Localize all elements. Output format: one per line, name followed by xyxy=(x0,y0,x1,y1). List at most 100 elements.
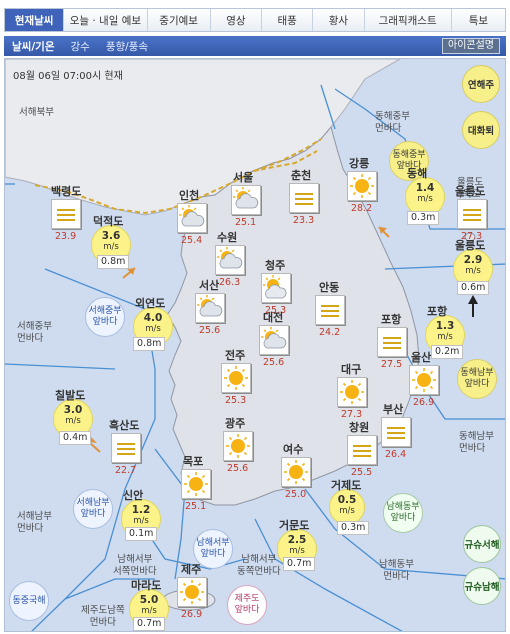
south-land xyxy=(166,125,420,506)
city-name: 춘천 xyxy=(291,169,312,182)
city-weather-icon[interactable] xyxy=(289,183,319,213)
marine-station-name: 신안 xyxy=(123,489,144,502)
city-weather-icon[interactable] xyxy=(315,295,345,325)
city-name: 목포 xyxy=(183,455,204,468)
wind-speed-unit: m/s xyxy=(145,324,161,334)
city-weather-icon[interactable] xyxy=(261,273,291,303)
city-weather-icon[interactable] xyxy=(347,171,377,201)
wave-height: 0.7m xyxy=(283,557,316,571)
wind-speed-value: 2.5 xyxy=(287,534,307,546)
ulleung-island xyxy=(464,232,476,242)
region-west-north: 서해북부 xyxy=(19,107,54,118)
city-weather-icon[interactable] xyxy=(281,457,311,487)
city-name: 전주 xyxy=(225,349,246,362)
city-temperature: 26.4 xyxy=(385,449,407,460)
city-weather-icon[interactable] xyxy=(377,327,407,357)
weather-symbol-icon xyxy=(117,443,135,455)
region-ulleung: 울릉도 /독도 xyxy=(457,177,484,200)
wind-speed-unit: m/s xyxy=(465,266,481,276)
city-weather-icon[interactable] xyxy=(231,185,261,215)
city-weather-icon[interactable] xyxy=(177,577,207,607)
weather-symbol-icon xyxy=(224,366,248,390)
wind-speed-value: 5.0 xyxy=(139,594,159,606)
wind-speed: 5.0 m/s xyxy=(129,595,169,617)
badge-east-south-near: 동해남부 앞바다 xyxy=(457,359,497,399)
tab-today-tomorrow[interactable]: 오늘 · 내일 예보 xyxy=(64,9,148,31)
city-weather-icon[interactable] xyxy=(51,199,81,229)
weather-symbol-icon xyxy=(197,295,223,317)
city-weather-icon[interactable] xyxy=(215,245,245,275)
sub-tab-bar: 날씨/기온 강수 풍향/풍속 아이콘설명 xyxy=(4,36,506,56)
tab-midterm[interactable]: 중기예보 xyxy=(148,9,211,31)
wind-speed-value: 4.0 xyxy=(143,312,163,324)
city-name: 안동 xyxy=(319,281,340,294)
region-west-south: 서해남부 먼바다 xyxy=(17,511,52,534)
wind-speed-unit: m/s xyxy=(289,546,305,556)
wind-speed: 1.2 m/s xyxy=(121,505,161,527)
tab-yellow-dust[interactable]: 황사 xyxy=(313,9,365,31)
city-name: 서울 xyxy=(233,171,254,184)
city-weather-icon[interactable] xyxy=(221,363,251,393)
wind-speed-unit: m/s xyxy=(103,242,119,252)
gyusu-west-button[interactable]: 규슈서해 xyxy=(463,525,501,563)
wind-speed-value: 0.5 xyxy=(337,494,357,506)
tab-typhoon[interactable]: 태풍 xyxy=(262,9,314,31)
badge-south-west-near: 남해서부 앞바다 xyxy=(193,529,233,569)
subtab-rain[interactable]: 강수 xyxy=(70,40,90,53)
marine-station-name: 덕적도 xyxy=(93,215,124,228)
wind-speed: 3.6 m/s xyxy=(91,231,131,253)
subtab-wind[interactable]: 풍향/풍속 xyxy=(105,40,148,53)
city-weather-icon[interactable] xyxy=(347,435,377,465)
wind-speed: 4.0 m/s xyxy=(133,313,173,335)
weather-symbol-icon xyxy=(350,174,374,198)
gyusu-south-button[interactable]: 규슈남해 xyxy=(463,567,501,605)
wind-speed-value: 1.4 xyxy=(415,182,435,194)
weather-symbol-icon xyxy=(463,209,481,221)
city-weather-icon[interactable] xyxy=(337,377,367,407)
city-weather-icon[interactable] xyxy=(223,431,253,461)
badge-east-china-sea: 동중국해 xyxy=(9,581,49,621)
city-name: 수원 xyxy=(217,231,238,244)
city-weather-icon[interactable] xyxy=(409,365,439,395)
city-weather-icon[interactable] xyxy=(381,417,411,447)
region-west-center: 서해중부 먼바다 xyxy=(17,321,52,344)
city-weather-icon[interactable] xyxy=(177,203,207,233)
tab-current-weather[interactable]: 현재날씨 xyxy=(5,9,65,31)
wind-speed-unit: m/s xyxy=(133,516,149,526)
city-name: 청주 xyxy=(265,259,286,272)
wind-speed-unit: m/s xyxy=(339,506,355,516)
city-name: 포항 xyxy=(381,313,402,326)
icon-legend-button[interactable]: 아이콘설명 xyxy=(442,38,500,54)
city-name: 부산 xyxy=(383,403,404,416)
city-temperature: 25.1 xyxy=(235,217,257,228)
weather-symbol-icon xyxy=(412,368,436,392)
city-name: 제주 xyxy=(181,563,202,576)
weather-symbol-icon xyxy=(261,327,287,349)
city-name: 인천 xyxy=(179,189,200,202)
city-temperature: 24.2 xyxy=(319,327,341,338)
subtab-weather-temp[interactable]: 날씨/기온 xyxy=(12,40,55,53)
city-weather-icon[interactable] xyxy=(181,469,211,499)
weather-symbol-icon xyxy=(321,305,339,317)
region-south-west-far: 남해서부 서쪽먼바다 xyxy=(113,554,157,577)
city-weather-icon[interactable] xyxy=(111,433,141,463)
city-weather-icon[interactable] xyxy=(457,199,487,229)
tab-graphic-cast[interactable]: 그래픽캐스트 xyxy=(365,9,452,31)
yeonhaeju-button[interactable]: 연해주 xyxy=(462,65,500,103)
marine-station-name: 외연도 xyxy=(135,297,166,310)
city-temperature: 25.3 xyxy=(225,395,247,406)
top-tab-bar: 현재날씨 오늘 · 내일 예보 중기예보 영상 태풍 황사 그래픽캐스트 특보 xyxy=(4,8,506,32)
wave-height: 0.8m xyxy=(133,337,166,351)
observation-time: 08월 06일 07:00시 현재 xyxy=(13,71,123,82)
city-weather-icon[interactable] xyxy=(195,293,225,323)
marine-station-name: 포항 xyxy=(427,305,448,318)
wave-height: 0.1m xyxy=(125,527,158,541)
wind-speed-value: 1.2 xyxy=(131,504,151,516)
daehwato-button[interactable]: 대화퇴 xyxy=(462,111,500,149)
wave-height: 0.8m xyxy=(97,255,130,269)
city-weather-icon[interactable] xyxy=(259,325,289,355)
marine-station-name: 동해 xyxy=(407,167,428,180)
region-east-south: 동해남부 먼바다 xyxy=(459,431,494,454)
tab-warning[interactable]: 특보 xyxy=(468,14,489,27)
tab-video[interactable]: 영상 xyxy=(211,9,262,31)
